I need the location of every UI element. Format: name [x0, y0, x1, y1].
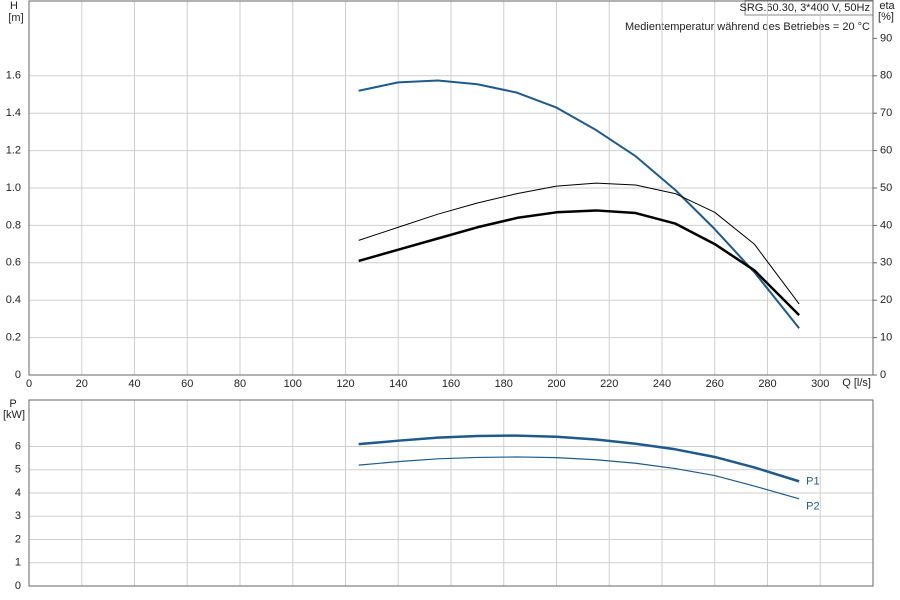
- curve-label: P1: [806, 475, 819, 487]
- curve: [358, 79, 800, 329]
- curve-label: P2: [806, 501, 819, 513]
- annotation: SRG.60.30, 3*400 V, 50Hz: [740, 2, 870, 14]
- annotation: Medientemperatur während des Betriebes =…: [625, 21, 870, 33]
- y-tick-label: 0.8: [6, 219, 21, 231]
- x-tick-label: 120: [336, 378, 354, 390]
- x-tick-label: 200: [547, 378, 565, 390]
- y-tick-label: 1: [15, 557, 21, 569]
- y-tick-label: 1.2: [6, 145, 21, 157]
- y2-axis-unit: [%]: [878, 11, 894, 23]
- x-tick-label: 280: [758, 378, 776, 390]
- y-tick-label: 0.6: [6, 257, 21, 269]
- y2-tick-label: 20: [880, 294, 892, 306]
- y-axis-unit: [kW]: [3, 409, 25, 421]
- x-tick-label: 60: [181, 378, 193, 390]
- y2-tick-label: 90: [880, 32, 892, 44]
- y-tick-label: 3: [15, 510, 21, 522]
- curve: [358, 182, 800, 305]
- curve: [358, 456, 800, 500]
- y-tick-label: 0.2: [6, 332, 21, 344]
- plot-frame: [28, 0, 874, 376]
- y-tick-label: 0.4: [6, 294, 21, 306]
- y-axis-label: H: [10, 0, 18, 12]
- x-tick-label: 20: [76, 378, 88, 390]
- y-axis-unit: [m]: [8, 12, 23, 24]
- y2-tick-label: 40: [880, 219, 892, 231]
- y2-tick-label: 50: [880, 182, 892, 194]
- y-tick-label: 1.4: [6, 107, 21, 119]
- y2-axis-label: eta: [879, 0, 895, 12]
- y-tick-label: 0: [15, 580, 21, 592]
- plot-frame: [28, 399, 874, 587]
- y-tick-label: 4: [15, 487, 21, 499]
- y-tick-label: 1.6: [6, 70, 21, 82]
- x-tick-label: 220: [600, 378, 618, 390]
- x-tick-label: 80: [234, 378, 246, 390]
- y-tick-label: 0: [15, 369, 21, 381]
- x-tick-label: 0: [26, 378, 32, 390]
- x-tick-label: 300: [811, 378, 829, 390]
- curve: [358, 209, 801, 317]
- x-axis-label: Q [l/s]: [842, 377, 871, 389]
- x-tick-label: 240: [653, 378, 671, 390]
- y-tick-label: 2: [15, 533, 21, 545]
- y2-tick-label: 70: [880, 107, 892, 119]
- y2-tick-label: 80: [880, 70, 892, 82]
- y-axis-label: P: [9, 398, 16, 410]
- y-tick-label: 1.0: [6, 182, 21, 194]
- x-tick-label: 40: [128, 378, 140, 390]
- y2-tick-label: 10: [880, 332, 892, 344]
- y2-tick-label: 60: [880, 145, 892, 157]
- y-tick-label: 5: [15, 464, 21, 476]
- y-tick-label: 6: [15, 440, 21, 452]
- x-tick-label: 160: [442, 378, 460, 390]
- curve: [358, 434, 800, 483]
- y2-tick-label: 0: [880, 369, 886, 381]
- x-tick-label: 100: [284, 378, 302, 390]
- x-tick-label: 140: [389, 378, 407, 390]
- y2-tick-label: 30: [880, 257, 892, 269]
- x-tick-label: 260: [706, 378, 724, 390]
- x-tick-label: 180: [495, 378, 513, 390]
